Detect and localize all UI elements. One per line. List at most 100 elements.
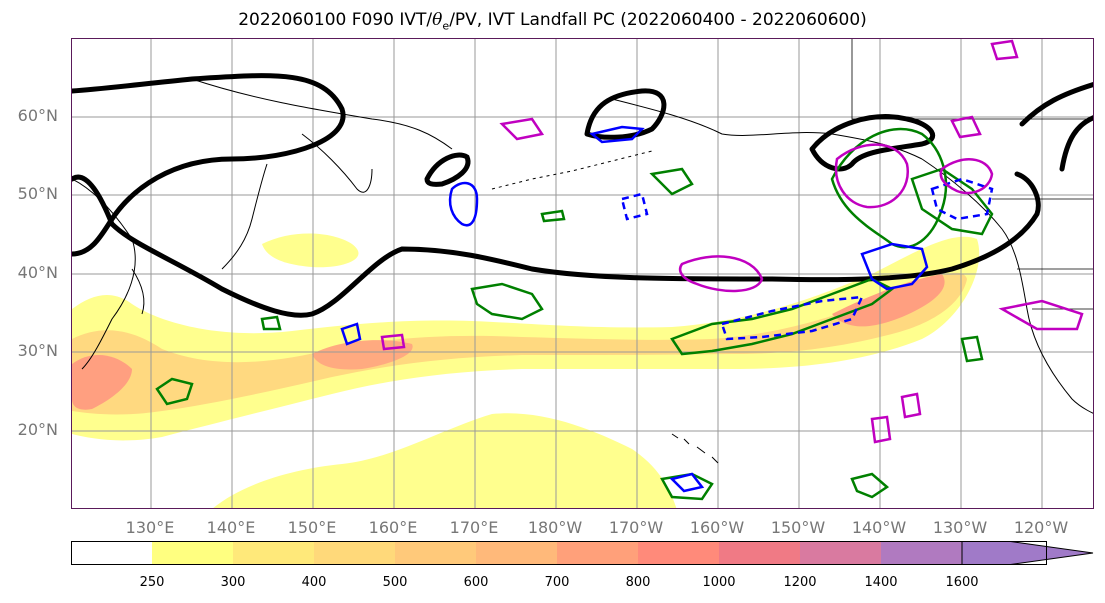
green-contour-4 xyxy=(830,127,948,249)
green-contour-11 xyxy=(260,315,282,331)
lat-label-20n: 20°N xyxy=(17,420,58,439)
colorbar-label-1200: 1200 xyxy=(783,575,817,590)
map-title: 2022060100 F090 IVT/θe/PV, IVT Landfall … xyxy=(0,10,1105,32)
aleutians xyxy=(491,150,653,190)
ivt-shading xyxy=(72,233,980,508)
green-contour-8 xyxy=(850,472,890,499)
colorbar-cell-9 xyxy=(800,541,881,565)
blue-contour-dash-2 xyxy=(620,192,649,221)
colorbar-label-700: 700 xyxy=(544,575,570,590)
colorbar-label-400: 400 xyxy=(301,575,327,590)
magenta-contour-1 xyxy=(678,255,764,293)
lat-label-40n: 40°N xyxy=(17,263,58,282)
lon-label-150e: 150°E xyxy=(287,518,337,537)
map-panel xyxy=(71,38,1094,509)
black-contour-west xyxy=(72,171,1041,318)
colorbar-label-1400: 1400 xyxy=(864,575,898,590)
title-theta-subscript: e xyxy=(442,19,450,33)
colorbar-cell-4 xyxy=(395,541,476,565)
colorbar-label-300: 300 xyxy=(220,575,246,590)
lon-label-140e: 140°E xyxy=(206,518,256,537)
lon-label-130w: 130°W xyxy=(932,518,988,537)
magenta-contour-8 xyxy=(900,392,922,419)
magenta-contour-2 xyxy=(834,143,910,209)
alaska-coast xyxy=(611,98,923,160)
colorbar-cells xyxy=(71,541,1094,565)
lon-label-160e: 160°E xyxy=(368,518,418,537)
blue-contour-1 xyxy=(448,181,479,227)
magenta-contour-3 xyxy=(939,158,994,195)
colorbar-cell-1 xyxy=(152,541,233,565)
magenta-contour-9 xyxy=(990,39,1019,61)
lat-label-30n: 30°N xyxy=(17,341,58,360)
lon-label-160w: 160°W xyxy=(689,518,745,537)
lon-label-150w: 150°W xyxy=(770,518,826,537)
colorbar-cell-10 xyxy=(881,541,962,565)
magenta-contour-5 xyxy=(998,299,1084,331)
colorbar-label-1000: 1000 xyxy=(702,575,736,590)
black-contour-asia xyxy=(72,73,346,257)
graticule xyxy=(72,39,1093,508)
lon-label-130e: 130°E xyxy=(125,518,175,537)
colorbar-extend-arrow xyxy=(961,541,1094,565)
title-theta: θ xyxy=(432,10,443,30)
magenta-contours xyxy=(380,39,1084,444)
black-contours xyxy=(72,73,1093,318)
ivt-band-outer-south xyxy=(213,413,677,508)
colorbar-label-1600: 1600 xyxy=(945,575,979,590)
blue-contour-dash-3 xyxy=(930,177,994,221)
green-contour-3 xyxy=(670,277,895,356)
blue-contours xyxy=(340,125,994,493)
green-contour-2 xyxy=(470,282,544,321)
blue-contour-4 xyxy=(340,322,362,346)
colorbar-outline xyxy=(71,541,1047,565)
map-svg xyxy=(72,39,1093,508)
colorbar-cell-6 xyxy=(557,541,638,565)
title-suffix: /PV, IVT Landfall PC (2022060400 - 20220… xyxy=(449,10,867,30)
hawaii-islands xyxy=(671,433,719,464)
colorbar-label-500: 500 xyxy=(382,575,408,590)
blue-contour-5 xyxy=(669,472,705,493)
colorbar-cell-3 xyxy=(314,541,395,565)
colorbar-cell-7 xyxy=(638,541,719,565)
magenta-contour-7 xyxy=(870,415,892,444)
lon-label-170w: 170°W xyxy=(608,518,664,537)
colorbar-cell-8 xyxy=(719,541,800,565)
korea-coast xyxy=(131,268,145,315)
green-contour-5 xyxy=(910,167,994,236)
lon-label-170e: 170°E xyxy=(449,518,499,537)
na-west-coast xyxy=(921,158,1093,414)
green-contour-10 xyxy=(960,335,984,363)
magenta-contour-4 xyxy=(499,117,545,141)
lon-label-140w: 140°W xyxy=(851,518,907,537)
black-contour-gulf xyxy=(809,114,936,172)
black-contour-east xyxy=(1019,82,1093,172)
green-contour-7 xyxy=(540,209,566,223)
ivt-band-core-3 xyxy=(832,274,945,327)
black-contour-alaska xyxy=(584,88,667,140)
blue-contour-3 xyxy=(860,242,929,291)
colorbar-label-250: 250 xyxy=(139,575,165,590)
lon-label-180w: 180°W xyxy=(527,518,583,537)
colorbar-cell-0 xyxy=(71,541,152,565)
blue-contour-dash-1 xyxy=(720,295,865,341)
colorbar-cell-5 xyxy=(476,541,557,565)
lat-label-50n: 50°N xyxy=(17,184,58,203)
black-contour-small xyxy=(424,152,471,187)
colorbar-label-600: 600 xyxy=(463,575,489,590)
lat-label-60n: 60°N xyxy=(17,106,58,125)
lon-label-120w: 120°W xyxy=(1013,518,1069,537)
green-contour-1 xyxy=(155,377,194,406)
siberia-coast xyxy=(191,78,453,150)
ivt-band-core xyxy=(72,354,132,410)
blue-contour-2 xyxy=(589,125,645,144)
colorbar xyxy=(71,541,1094,565)
ivt-band-mid xyxy=(72,272,967,415)
japan-coast xyxy=(221,163,268,270)
green-contour-6 xyxy=(649,167,694,196)
ivt-band-north-blob xyxy=(262,233,359,268)
title-prefix: 2022060100 F090 IVT/ xyxy=(238,10,433,30)
magenta-contour-10 xyxy=(950,115,982,139)
colorbar-cell-2 xyxy=(233,541,314,565)
magenta-contour-6 xyxy=(380,333,406,351)
